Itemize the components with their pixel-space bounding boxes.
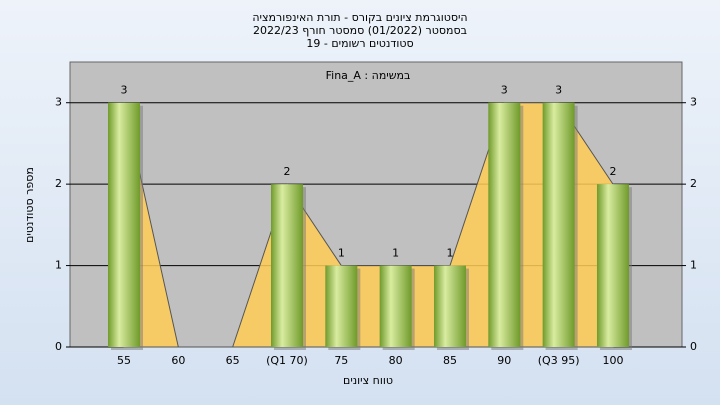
bar: [379, 265, 412, 347]
data-label: 2: [283, 165, 290, 178]
annotation: במשימה : Fina_A: [326, 69, 411, 82]
data-label: 1: [338, 247, 345, 260]
y2-tick-label: 3: [690, 96, 697, 109]
chart-title: היסטוגרמת ציונים בקורס - תורת האינפורמצי…: [252, 11, 467, 24]
y-axis-label: מספר סטודנטים: [23, 167, 36, 243]
bar: [433, 265, 466, 347]
data-label: 1: [446, 247, 453, 260]
y-tick-label: 2: [55, 177, 62, 190]
x-tick-label: (Q3 95): [538, 354, 580, 367]
bar: [488, 102, 521, 347]
x-tick-label: (Q1 70): [266, 354, 308, 367]
bar: [108, 102, 140, 347]
x-tick-label: 75: [334, 354, 348, 367]
data-label: 2: [609, 165, 616, 178]
data-label: 3: [501, 84, 508, 97]
bar: [542, 102, 575, 347]
x-tick-label: 65: [226, 354, 240, 367]
y2-tick-label: 2: [690, 177, 697, 190]
y-tick-label: 0: [55, 340, 62, 353]
x-tick-label: 55: [117, 354, 131, 367]
y-tick-label: 3: [55, 96, 62, 109]
x-tick-label: 90: [497, 354, 511, 367]
x-axis-label: טווח ציונים: [343, 374, 393, 387]
data-label: 3: [555, 84, 562, 97]
chart-subtitle: סטודנטים רשומים - 19: [306, 37, 413, 50]
chart-subtitle: בסמסטר (01/2022) סמסטר חורף 2022/23: [253, 24, 467, 37]
y2-tick-label: 1: [690, 259, 697, 272]
x-tick-label: 80: [389, 354, 403, 367]
x-tick-label: 100: [602, 354, 623, 367]
bar: [270, 184, 303, 347]
bar: [596, 184, 629, 347]
x-tick-label: 60: [171, 354, 185, 367]
data-label: 3: [121, 84, 128, 97]
bar: [325, 265, 358, 347]
data-label: 1: [392, 247, 399, 260]
x-tick-label: 85: [443, 354, 457, 367]
y2-tick-label: 0: [690, 340, 697, 353]
y-tick-label: 1: [55, 259, 62, 272]
